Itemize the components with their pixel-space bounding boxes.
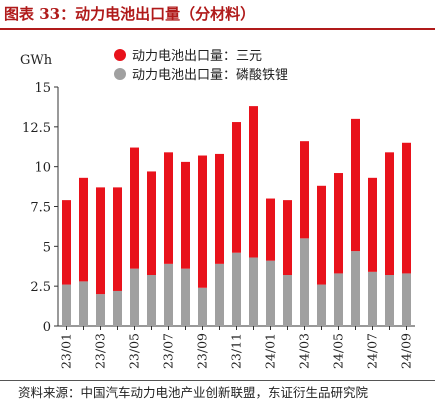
bar-lfp-23/09: [198, 287, 207, 326]
bar-ternary-24/07: [368, 177, 377, 272]
bar-lfp-24/01: [266, 260, 275, 326]
source-note: 资料来源：中国汽车动力电池产业创新联盟，东证衍生品研究院: [18, 385, 369, 400]
bar-lfp-23/03: [96, 294, 105, 326]
x-tick-label: 24/09: [399, 333, 414, 369]
bar-lfp-23/05: [130, 268, 139, 326]
source-rule: [0, 380, 435, 381]
x-tick-label: 23/11: [229, 333, 244, 369]
bar-lfp-23/07: [164, 263, 173, 326]
y-tick-label: 7.5: [30, 201, 51, 216]
bar-ternary-23/04: [113, 187, 122, 291]
bar-lfp-23/02: [79, 281, 88, 326]
y-tick-label: 12.5: [22, 121, 51, 136]
bar-ternary-23/06: [147, 171, 156, 276]
bar-ternary-24/05: [334, 173, 343, 274]
legend-label-1: 动力电池出口量：磷酸铁锂: [132, 68, 288, 83]
bar-ternary-23/02: [79, 177, 88, 282]
x-tick-label: 23/07: [161, 333, 176, 369]
bar-ternary-23/12: [249, 106, 258, 258]
bar-lfp-23/04: [113, 290, 122, 326]
bar-lfp-24/02: [283, 275, 292, 326]
bar-lfp-23/01: [62, 284, 71, 326]
x-tick-label: 24/01: [263, 333, 278, 369]
y-tick-label: 10: [34, 161, 51, 176]
figure-title: 图表 33：动力电池出口量（分材料）: [4, 5, 256, 23]
x-tick-label: 23/09: [195, 333, 210, 369]
bar-ternary-23/01: [62, 200, 71, 285]
bar-ternary-23/09: [198, 155, 207, 288]
x-tick-label: 23/05: [127, 333, 142, 369]
bar-ternary-24/08: [385, 152, 394, 276]
bar-ternary-23/08: [181, 161, 190, 269]
legend-label-0: 动力电池出口量：三元: [132, 49, 262, 64]
bar-lfp-23/12: [249, 257, 258, 326]
x-tick-label: 24/05: [331, 333, 346, 369]
bar-ternary-24/06: [351, 118, 360, 252]
bar-lfp-24/05: [334, 273, 343, 326]
bar-ternary-24/09: [402, 142, 411, 274]
bar-lfp-24/08: [385, 275, 394, 326]
bar-ternary-24/01: [266, 198, 275, 261]
x-tick-label: 23/03: [93, 333, 108, 369]
bar-lfp-24/07: [368, 271, 377, 326]
x-tick-label: 24/03: [297, 333, 312, 369]
bar-ternary-24/04: [317, 185, 326, 285]
bar-ternary-23/03: [96, 187, 105, 295]
x-tick-label: 24/07: [365, 333, 380, 369]
bar-lfp-23/08: [181, 268, 190, 326]
y-tick-label: 5: [43, 240, 51, 255]
bar-lfp-24/06: [351, 251, 360, 326]
title-rule: [0, 28, 435, 30]
bar-ternary-24/02: [283, 200, 292, 276]
bar-lfp-24/04: [317, 284, 326, 326]
y-unit-label: GWh: [20, 53, 53, 68]
bar-lfp-23/06: [147, 275, 156, 326]
legend-swatch-1: [114, 68, 126, 80]
bar-lfp-24/03: [300, 238, 309, 326]
bar-lfp-23/11: [232, 252, 241, 326]
y-tick-label: 15: [34, 81, 51, 96]
bar-ternary-23/05: [130, 147, 139, 269]
y-tick-label: 0: [43, 320, 51, 335]
legend-swatch-0: [114, 49, 126, 61]
x-tick-label: 23/01: [59, 333, 74, 369]
bar-ternary-23/11: [232, 122, 241, 253]
bar-ternary-23/10: [215, 153, 224, 264]
y-tick-label: 2.5: [30, 280, 51, 295]
bar-ternary-24/03: [300, 141, 309, 239]
bar-lfp-24/09: [402, 273, 411, 326]
bar-lfp-23/10: [215, 263, 224, 326]
bar-ternary-23/07: [164, 152, 173, 264]
